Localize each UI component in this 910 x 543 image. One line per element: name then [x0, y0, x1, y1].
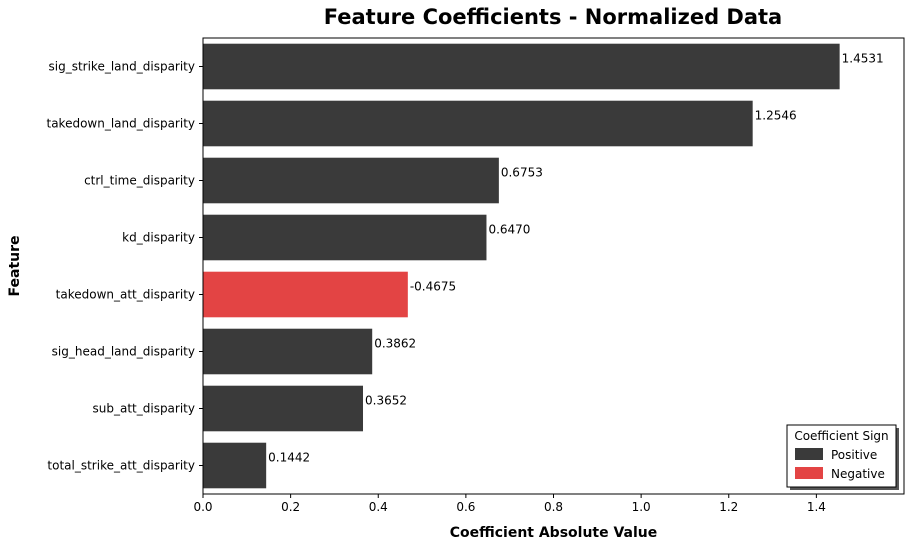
y-tick-label-kd-disparity: kd_disparity [122, 231, 195, 245]
x-tick-label-3: 0.6 [456, 500, 475, 514]
legend-title: Coefficient Sign [794, 429, 888, 443]
y-tick-label-sig-strike-land-disparity: sig_strike_land_disparity [49, 60, 196, 74]
x-tick-label-6: 1.2 [719, 500, 738, 514]
x-axis-label: Coefficient Absolute Value [450, 525, 658, 541]
chart-title: Feature Coefficients - Normalized Data [324, 5, 782, 29]
x-tick-label-7: 1.4 [807, 500, 826, 514]
bar-sig-strike-land-disparity [203, 43, 840, 90]
data-label-sub-att-disparity: 0.3652 [365, 394, 407, 408]
x-tick-label-0: 0.0 [193, 500, 212, 514]
legend-swatch-negative [795, 467, 823, 479]
x-tick-label-5: 1.0 [632, 500, 651, 514]
bar-sig-head-land-disparity [203, 328, 373, 375]
x-tick-label-4: 0.8 [544, 500, 563, 514]
x-tick-label-1: 0.2 [281, 500, 300, 514]
data-label-ctrl-time-disparity: 0.6753 [501, 166, 543, 180]
bar-kd-disparity [203, 214, 487, 261]
legend-label-negative: Negative [831, 467, 885, 481]
y-tick-label-sub-att-disparity: sub_att_disparity [93, 402, 196, 416]
data-label-total-strike-att-disparity: 0.1442 [268, 451, 310, 465]
data-label-takedown-land-disparity: 1.2546 [755, 109, 797, 123]
bar-sub-att-disparity [203, 385, 364, 432]
y-tick-label-takedown-land-disparity: takedown_land_disparity [47, 117, 196, 131]
x-tick-label-2: 0.4 [369, 500, 388, 514]
legend-label-positive: Positive [831, 448, 877, 462]
data-label-kd-disparity: 0.6470 [488, 223, 530, 237]
bar-takedown-att-disparity [203, 271, 408, 318]
x-axis: 0.0 0.2 0.4 0.6 0.8 1.0 1.2 1.4 [193, 494, 826, 514]
bar-total-strike-att-disparity [203, 442, 267, 489]
bar-takedown-land-disparity [203, 100, 753, 147]
data-label-takedown-att-disparity: -0.4675 [410, 280, 456, 294]
data-label-sig-head-land-disparity: 0.3862 [374, 337, 416, 351]
y-tick-label-takedown-att-disparity: takedown_att_disparity [56, 288, 195, 302]
legend-entries: Positive Negative [795, 448, 885, 481]
data-labels-layer: 1.4531 1.2546 0.6753 0.6470 -0.4675 0.3862 0.3… [268, 52, 883, 465]
bars-layer [203, 43, 840, 489]
data-label-sig-strike-land-disparity: 1.4531 [842, 52, 884, 66]
y-axis: sig_strike_land_disparity takedown_land_d… [47, 60, 203, 473]
y-axis-label: Feature [7, 236, 23, 297]
y-tick-label-total-strike-att-disparity: total_strike_att_disparity [47, 459, 195, 473]
legend-swatch-positive [795, 448, 823, 460]
y-tick-label-sig-head-land-disparity: sig_head_land_disparity [52, 345, 195, 359]
legend: Coefficient Sign Positive Negative [786, 424, 899, 490]
y-tick-label-ctrl-time-disparity: ctrl_time_disparity [84, 174, 195, 188]
bar-ctrl-time-disparity [203, 157, 499, 204]
